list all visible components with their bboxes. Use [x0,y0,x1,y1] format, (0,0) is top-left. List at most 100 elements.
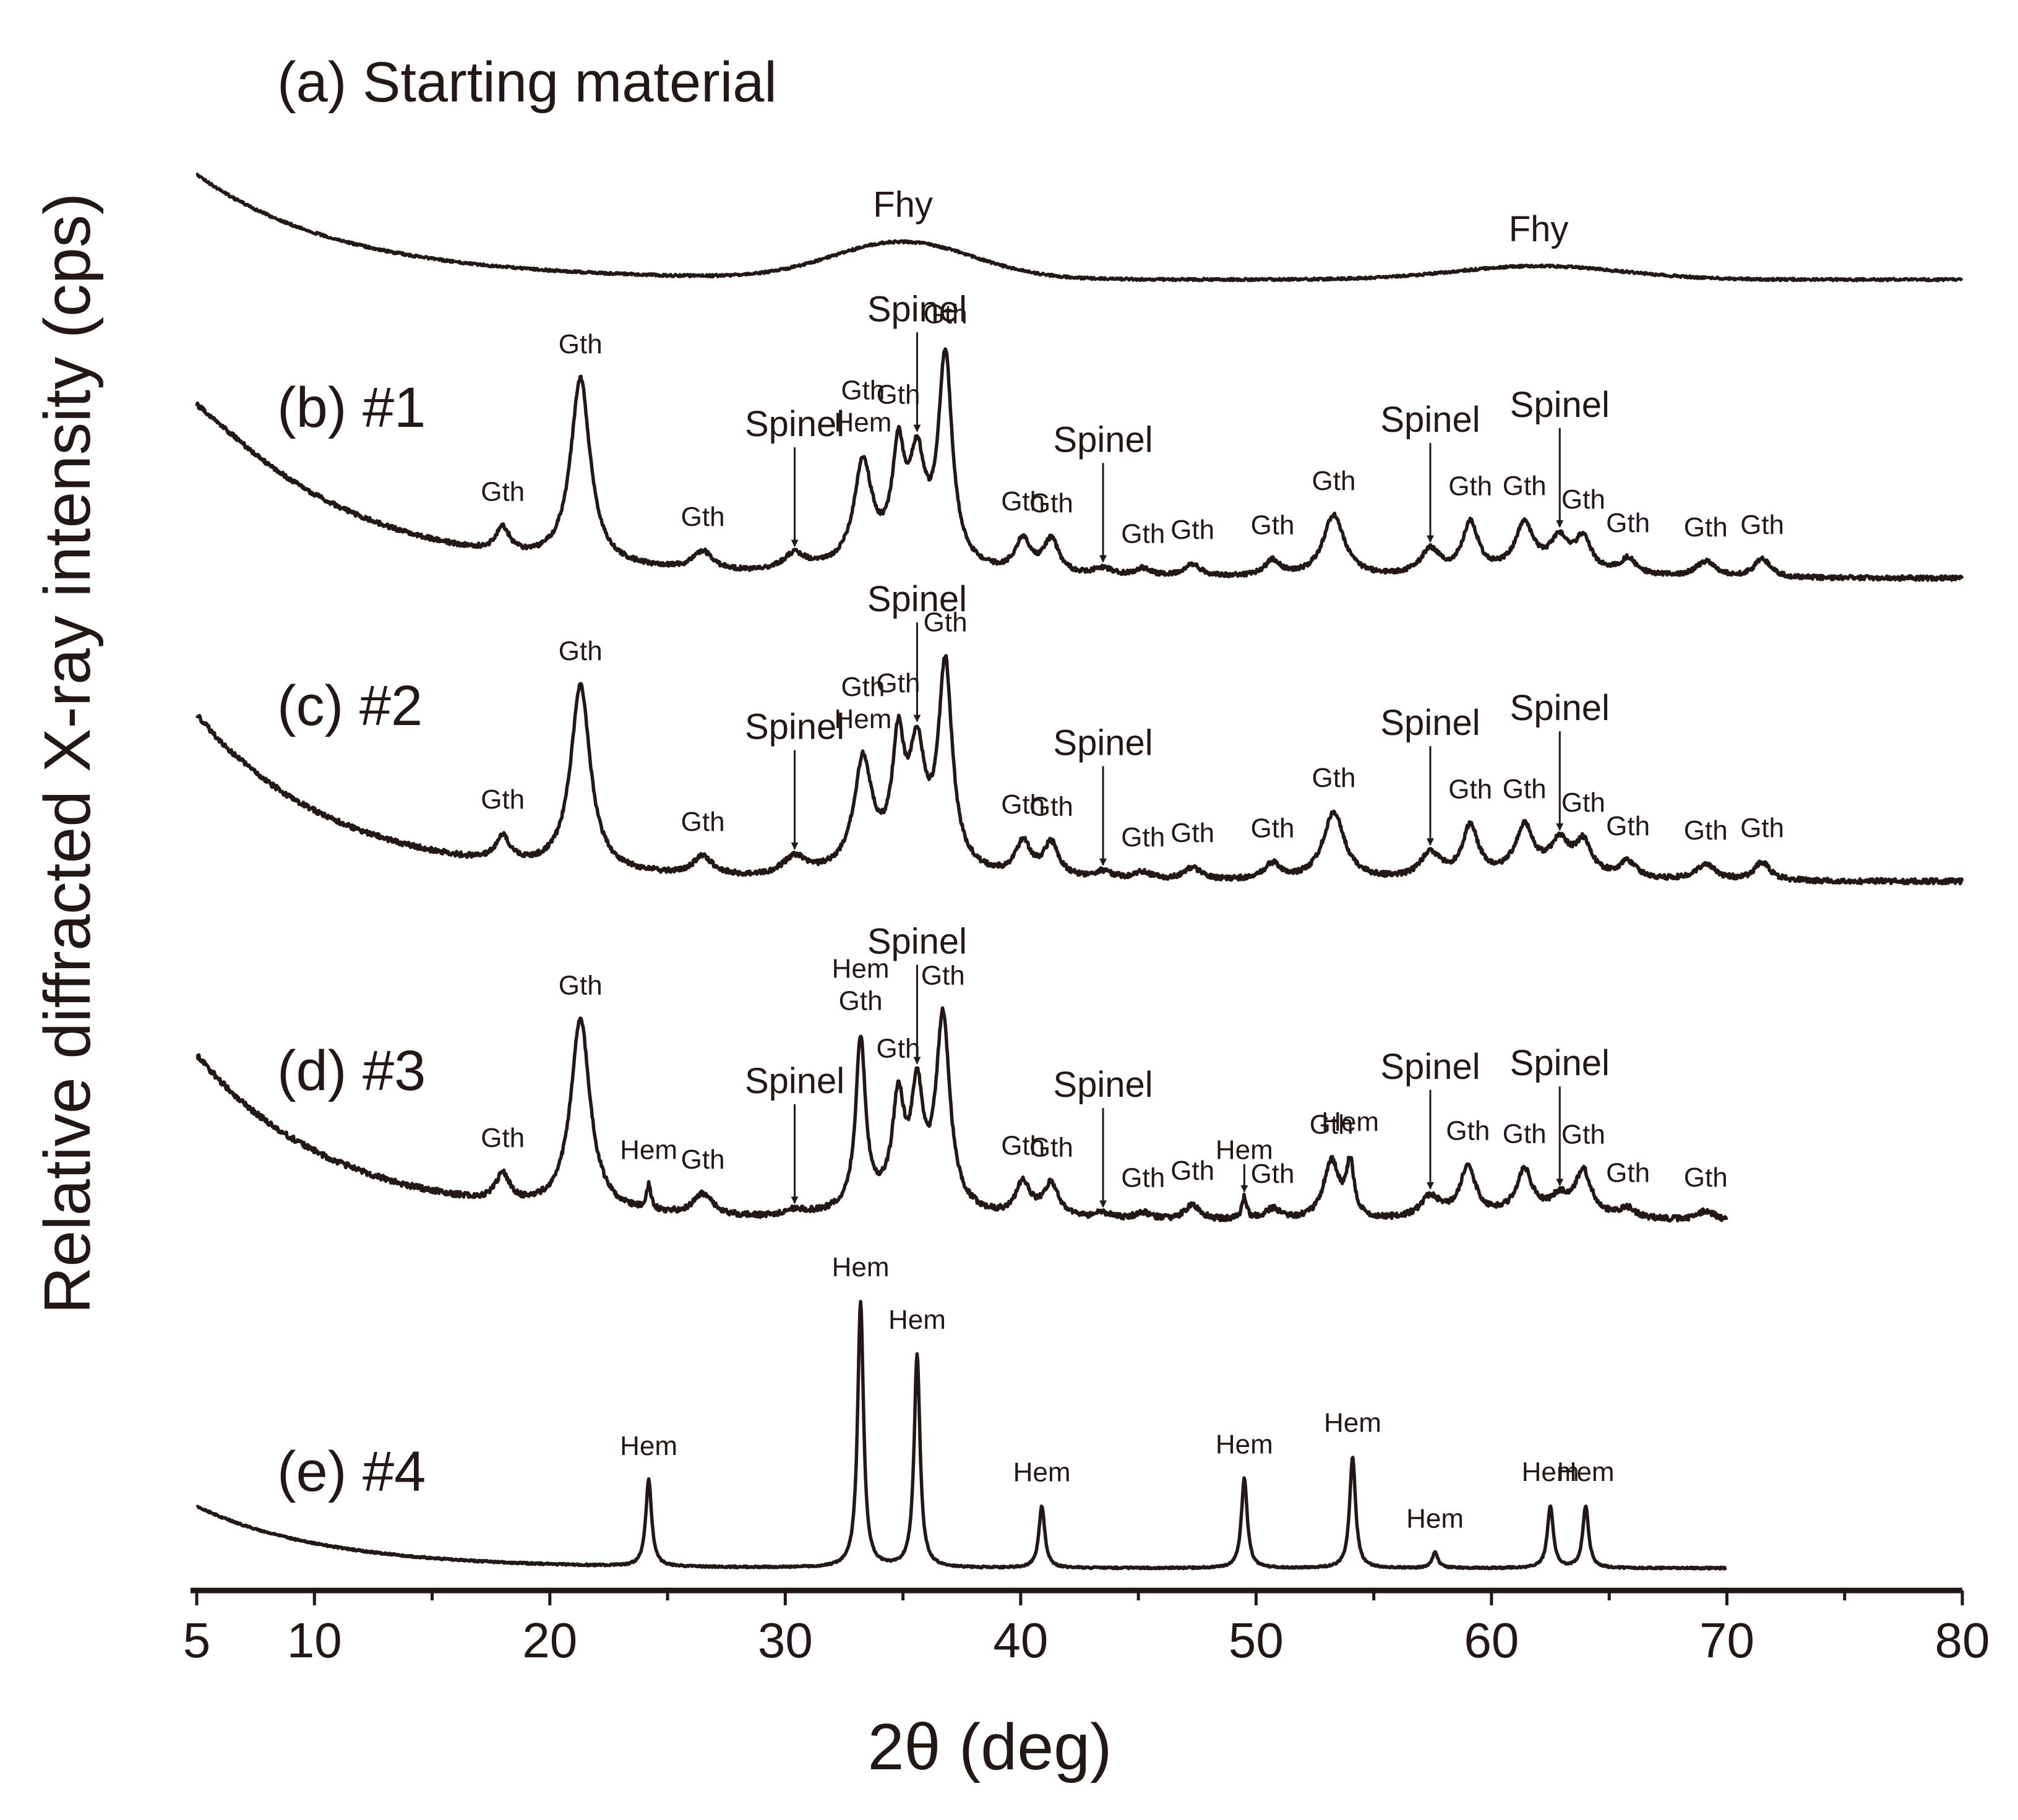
x-tick-label: 5 [183,1613,211,1668]
peak-label: Hem [1013,1457,1071,1487]
peak-label: Spinel [867,289,967,329]
peak-label: Gth [1170,515,1214,545]
arrows-layer [791,332,1564,1208]
peak-label: Spinel [1510,688,1610,728]
peak-label: Gth [1001,789,1045,820]
x-axis-ticks: 5 10 20 30 40 50 60 70 80 [183,1590,1990,1668]
peak-label: Gth [1561,1119,1605,1149]
peak-label: Gth [877,1034,921,1064]
peak-label: Spinel [1053,1065,1153,1105]
peak-label: Gth [681,807,725,837]
traces-layer [195,173,1964,1571]
peak-label: Gth [1170,818,1214,848]
peak-label: Spinel [1380,400,1480,440]
peak-label: Gth [1448,471,1492,501]
peak-label: Gth [1121,1162,1165,1193]
peak-label: Gth [1170,1156,1214,1186]
peak-label: Gth [1503,774,1547,804]
peak-label: Hem [834,407,891,437]
peak-label: Spinel [745,404,844,444]
peak-label: Gth [1740,813,1784,843]
trace-e [195,1300,1728,1571]
peak-label: Gth [924,299,968,329]
peak-label: Gth [1503,1118,1547,1149]
peak-label: Spinel [745,707,844,747]
peak-label: Gth [1251,813,1295,843]
x-tick-label: 30 [758,1613,813,1668]
series-name-c: (c) #2 [277,674,423,737]
peak-label: Gth [841,672,885,702]
trace-a [195,173,1964,283]
x-axis-label: 2θ (deg) [868,1711,1112,1784]
peak-label: Hem [1321,1107,1379,1137]
peak-label: Hem [832,954,890,984]
x-tick-label: 60 [1464,1613,1519,1668]
peak-label: Gth [1503,471,1547,501]
peak-label: Hem [1216,1135,1273,1165]
peak-label: Hem [620,1431,677,1461]
peak-label: Gth [681,1144,725,1175]
peak-label: Gth [1310,1109,1354,1140]
peak-label: Hem [1216,1430,1273,1460]
peak-label: Fhy [1509,209,1569,249]
series-name-d: (d) #3 [277,1039,426,1102]
peak-label: Gth [1561,484,1605,515]
peak-label: Gth [1029,791,1073,822]
series-name-a: (a) Starting material [277,51,777,114]
trace-d [195,1006,1728,1223]
peak-label: Gth [559,329,603,359]
peak-label: Spinel [745,1061,844,1101]
peak-label: Spinel [1510,385,1610,425]
peak-label: Gth [1684,512,1728,543]
peak-label: Gth [921,961,965,991]
peak-label: Hem [1557,1457,1615,1487]
x-tick-label: 10 [287,1613,342,1668]
peak-labels-layer: FhyFhyGthGthGthSpinelHemGthGthSpinelGthG… [481,185,1784,1534]
peak-label: Gth [681,502,725,532]
peak-label: Gth [481,784,525,815]
peak-label: Gth [481,1123,525,1153]
peak-label: Gth [1251,510,1295,541]
trace-b [195,347,1964,582]
peak-label: Gth [1121,519,1165,549]
peak-label: Gth [1446,1115,1490,1146]
x-tick-label: 50 [1229,1613,1284,1668]
trace-c [195,654,1964,886]
x-tick-label: 40 [993,1613,1048,1668]
peak-label: Gth [1684,815,1728,846]
peak-label: Gth [1448,774,1492,804]
peak-label: Spinel [1510,1043,1610,1083]
peak-label: Gth [1312,763,1356,793]
peak-label: Gth [877,380,921,410]
peak-label: Gth [559,636,603,666]
peak-label: Spinel [1380,703,1480,743]
peak-label: Gth [1606,1158,1650,1188]
peak-label: Gth [1312,466,1356,496]
peak-label: Hem [1406,1503,1464,1534]
x-tick-label: 80 [1935,1613,1990,1668]
peak-label: Gth [1740,510,1784,540]
x-tick-label: 20 [522,1613,577,1668]
peak-label: Gth [839,986,883,1016]
peak-label: Gth [481,477,525,507]
peak-label: Spinel [1380,1047,1480,1087]
y-axis-label: Relative diffracted X-ray intensity (cps… [31,193,104,1315]
peak-label: Gth [1251,1159,1295,1189]
peak-label: Hem [832,1252,890,1282]
peak-label: Spinel [1053,419,1153,460]
peak-label: Spinel [867,579,967,619]
peak-label: Spinel [867,921,967,961]
peak-label: Gth [1029,1133,1073,1163]
peak-label: Hem [620,1135,677,1165]
peak-label: Gth [1001,486,1045,517]
peak-label: Hem [888,1305,946,1335]
peak-label: Fhy [873,185,933,225]
peak-label: Gth [1561,788,1605,818]
peak-label: Hem [1522,1457,1579,1487]
peak-label: Gth [1684,1162,1728,1193]
peak-label: Gth [1606,508,1650,538]
series-names: (a) Starting material (b) #1 (c) #2 (d) … [277,51,777,1503]
peak-label: Gth [1001,1131,1045,1161]
peak-label: Gth [1029,488,1073,518]
